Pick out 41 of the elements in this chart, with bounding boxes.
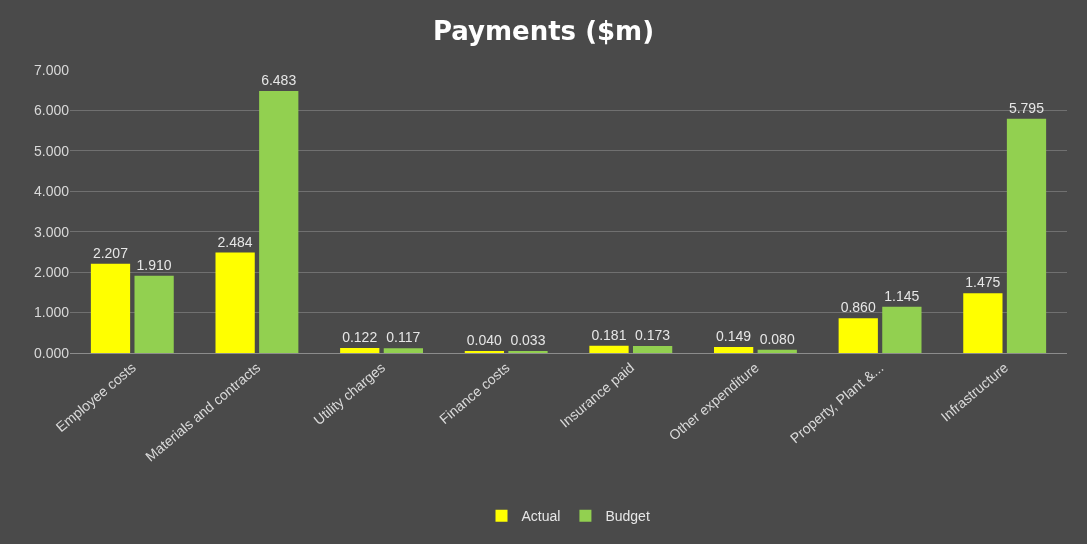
data-label: 5.795 xyxy=(1008,99,1045,116)
bar xyxy=(215,252,255,353)
bar xyxy=(757,349,797,353)
y-tick-label: 4.000 xyxy=(33,183,70,200)
bar xyxy=(882,306,922,353)
data-label: 0.080 xyxy=(759,330,795,347)
data-label: 1.910 xyxy=(136,256,172,273)
data-label: 0.122 xyxy=(342,329,378,346)
data-label: 1.475 xyxy=(965,274,1001,291)
data-label: 0.860 xyxy=(840,299,876,316)
data-label: 0.149 xyxy=(716,327,752,344)
data-label: 0.173 xyxy=(635,327,671,344)
legend-label: Budget xyxy=(605,508,650,525)
bar xyxy=(340,348,380,353)
data-label: 0.033 xyxy=(510,332,546,348)
bar xyxy=(714,346,754,353)
data-label: 0.040 xyxy=(466,332,502,348)
y-tick-label: 2.000 xyxy=(33,264,70,281)
chart-title: Payments ($m) xyxy=(432,15,655,46)
y-tick-label: 1.000 xyxy=(33,304,70,321)
bar xyxy=(90,263,131,353)
data-label: 0.181 xyxy=(591,326,627,343)
y-tick-label: 5.000 xyxy=(33,142,70,159)
bar xyxy=(259,90,299,353)
y-tick-label: 3.000 xyxy=(33,223,70,240)
data-label: 6.483 xyxy=(261,71,297,88)
data-label: 0.117 xyxy=(386,329,421,346)
bar xyxy=(632,346,673,353)
bar xyxy=(838,318,878,353)
bar xyxy=(589,345,629,353)
data-label: 2.484 xyxy=(217,233,253,250)
data-label: 2.207 xyxy=(92,244,129,261)
y-tick-label: 7.000 xyxy=(33,61,70,78)
bar xyxy=(134,275,174,353)
bar xyxy=(963,293,1003,353)
y-tick-label: 0.000 xyxy=(33,344,70,361)
y-tick-label: 6.000 xyxy=(33,102,70,119)
bar xyxy=(383,348,423,353)
legend-label: Actual xyxy=(521,508,561,525)
bar xyxy=(1006,118,1047,353)
data-label: 1.145 xyxy=(884,287,920,304)
